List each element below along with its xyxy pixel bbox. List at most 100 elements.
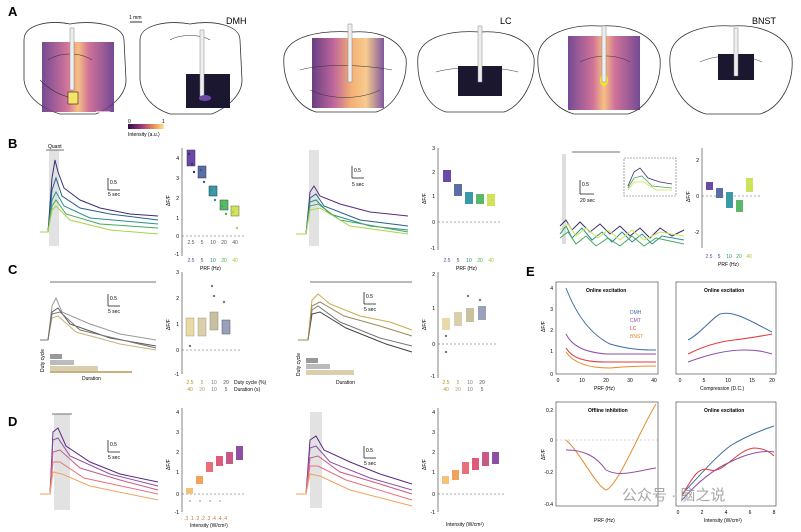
svg-text:LC: LC (630, 326, 637, 332)
panel-label-d: D (8, 414, 17, 429)
svg-text:ΔF/F: ΔF/F (166, 459, 172, 470)
d-dmh-dotplot: 4 3 2 1 0 -1 ΔF/F ^ ^ ^ ^ .3 .1 .2 .2 .3 .4… (166, 408, 246, 529)
b-bnst-scalebar: 0.5 20 sec (579, 180, 595, 204)
c-dmh-traces (40, 281, 157, 373)
bnst-heatmap-section (537, 25, 661, 115)
svg-text:40: 40 (746, 254, 752, 260)
svg-text:ΔF/F: ΔF/F (166, 195, 172, 206)
svg-text:0: 0 (557, 378, 560, 384)
svg-text:40: 40 (443, 387, 449, 393)
dmh-heatmap-section (23, 22, 127, 115)
d-lc-scalebar: 0.5 5 sec (363, 446, 376, 467)
svg-text:40: 40 (488, 258, 494, 264)
d-lc-traces (296, 412, 413, 508)
b-dmh-dotplot: 4 3 2 1 0 -1 ΔF/F 2.5 5 10 20 40 2.5 5 1… (166, 148, 244, 272)
svg-text:0: 0 (696, 194, 699, 200)
svg-text:^: ^ (199, 500, 202, 506)
c-lc-traces (298, 281, 413, 375)
panel-label-a: A (8, 4, 18, 19)
svg-text:20: 20 (477, 258, 483, 264)
svg-text:.3 .1 .2 .2 .3 .4 .4 .4: .3 .1 .2 .2 .3 .4 .4 .4 (184, 516, 227, 522)
svg-text:PRF (Hz): PRF (Hz) (456, 266, 477, 272)
svg-text:3: 3 (176, 430, 179, 436)
svg-text:40: 40 (187, 387, 193, 393)
svg-text:20: 20 (221, 240, 227, 246)
svg-text:20: 20 (455, 387, 461, 393)
svg-text:^: ^ (219, 500, 222, 506)
svg-text:-1: -1 (175, 372, 180, 378)
svg-text:4: 4 (725, 510, 728, 516)
svg-text:10: 10 (725, 378, 731, 384)
e-online-excitation-prf: Online excitation 4 3 2 1 0 ΔF/F 0 10 20… (541, 281, 659, 392)
c-dmh-dotplot: 3 2 1 0 -1 ΔF/F 2.5 5 10 20 40 20 10 5 D… (166, 270, 267, 393)
svg-text:1: 1 (432, 306, 435, 312)
svg-text:0: 0 (176, 234, 179, 240)
svg-text:0: 0 (550, 438, 553, 444)
svg-text:0.5: 0.5 (110, 296, 117, 302)
svg-text:5: 5 (481, 387, 484, 393)
svg-text:0.5: 0.5 (110, 442, 117, 448)
svg-text:2: 2 (701, 510, 704, 516)
svg-text:4: 4 (432, 410, 435, 416)
svg-text:20: 20 (223, 380, 229, 386)
svg-text:5: 5 (201, 258, 204, 264)
c-duration-label: Duration (82, 376, 101, 382)
e-online-excitation-intensity: Online excitation 0 2 4 6 8 Intensity (W… (675, 401, 777, 524)
b-dmh-traces (40, 149, 159, 246)
svg-text:5 sec: 5 sec (364, 307, 376, 313)
svg-text:-1: -1 (431, 374, 436, 380)
b-bnst-traces (559, 151, 685, 247)
svg-text:ΔF/F: ΔF/F (422, 193, 428, 204)
svg-text:Intensity (W/cm²): Intensity (W/cm²) (446, 522, 484, 528)
svg-text:5: 5 (703, 378, 706, 384)
svg-text:Online excitation: Online excitation (704, 288, 744, 294)
svg-text:20: 20 (603, 378, 609, 384)
svg-text:3: 3 (176, 270, 179, 276)
svg-text:-1: -1 (175, 252, 180, 258)
svg-text:2.5: 2.5 (188, 258, 195, 264)
svg-text:10: 10 (210, 240, 216, 246)
svg-text:10: 10 (466, 258, 472, 264)
svg-text:5: 5 (457, 380, 460, 386)
svg-text:2: 2 (432, 450, 435, 456)
svg-text:40: 40 (232, 258, 238, 264)
c-dmh-scalebar: 0.5 5 sec (107, 294, 120, 315)
svg-text:2.5: 2.5 (187, 380, 194, 386)
svg-text:10: 10 (467, 380, 473, 386)
svg-text:5 sec: 5 sec (108, 309, 120, 315)
svg-text:0: 0 (432, 220, 435, 226)
colorbar-min: 0 (128, 119, 131, 125)
b-scale-x: 5 sec (108, 192, 120, 198)
svg-text:10: 10 (210, 258, 216, 264)
svg-text:5 sec: 5 sec (108, 455, 120, 461)
svg-text:PRF (Hz): PRF (Hz) (594, 386, 615, 392)
panel-label-c: C (8, 262, 18, 277)
svg-text:1: 1 (176, 216, 179, 222)
scale-bar-label: 1 mm (129, 15, 142, 21)
svg-text:10: 10 (211, 380, 217, 386)
svg-text:20: 20 (479, 380, 485, 386)
svg-text:Online excitation: Online excitation (704, 408, 744, 414)
svg-text:5: 5 (201, 240, 204, 246)
svg-text:-0.2: -0.2 (544, 470, 553, 476)
svg-text:-1: -1 (431, 510, 436, 516)
svg-text:ΔF/F: ΔF/F (541, 449, 547, 460)
svg-text:-1: -1 (175, 510, 180, 516)
svg-text:-1: -1 (431, 246, 436, 252)
svg-text:2.5: 2.5 (443, 380, 450, 386)
d-lc-dotplot: 4 3 2 1 0 -1 ΔF/F Intensity (W/cm²) (422, 408, 504, 528)
svg-text:0: 0 (677, 510, 680, 516)
svg-text:30: 30 (627, 378, 633, 384)
svg-text:0.5: 0.5 (366, 294, 373, 300)
svg-text:4: 4 (176, 156, 179, 162)
svg-text:2.5: 2.5 (188, 240, 195, 246)
svg-text:PRF (Hz): PRF (Hz) (718, 262, 739, 268)
svg-text:40: 40 (651, 378, 657, 384)
svg-text:20: 20 (736, 254, 742, 260)
e-legend: DMH CMT LC BNST (630, 310, 643, 340)
svg-text:4: 4 (550, 286, 553, 292)
svg-text:-0.4: -0.4 (544, 502, 553, 508)
colorbar (128, 124, 164, 129)
b-dmh-scalebar: 0.5 5 sec (107, 178, 120, 198)
